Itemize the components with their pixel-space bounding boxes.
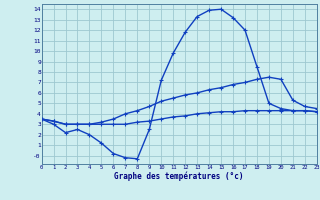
X-axis label: Graphe des températures (°c): Graphe des températures (°c) [115, 171, 244, 181]
